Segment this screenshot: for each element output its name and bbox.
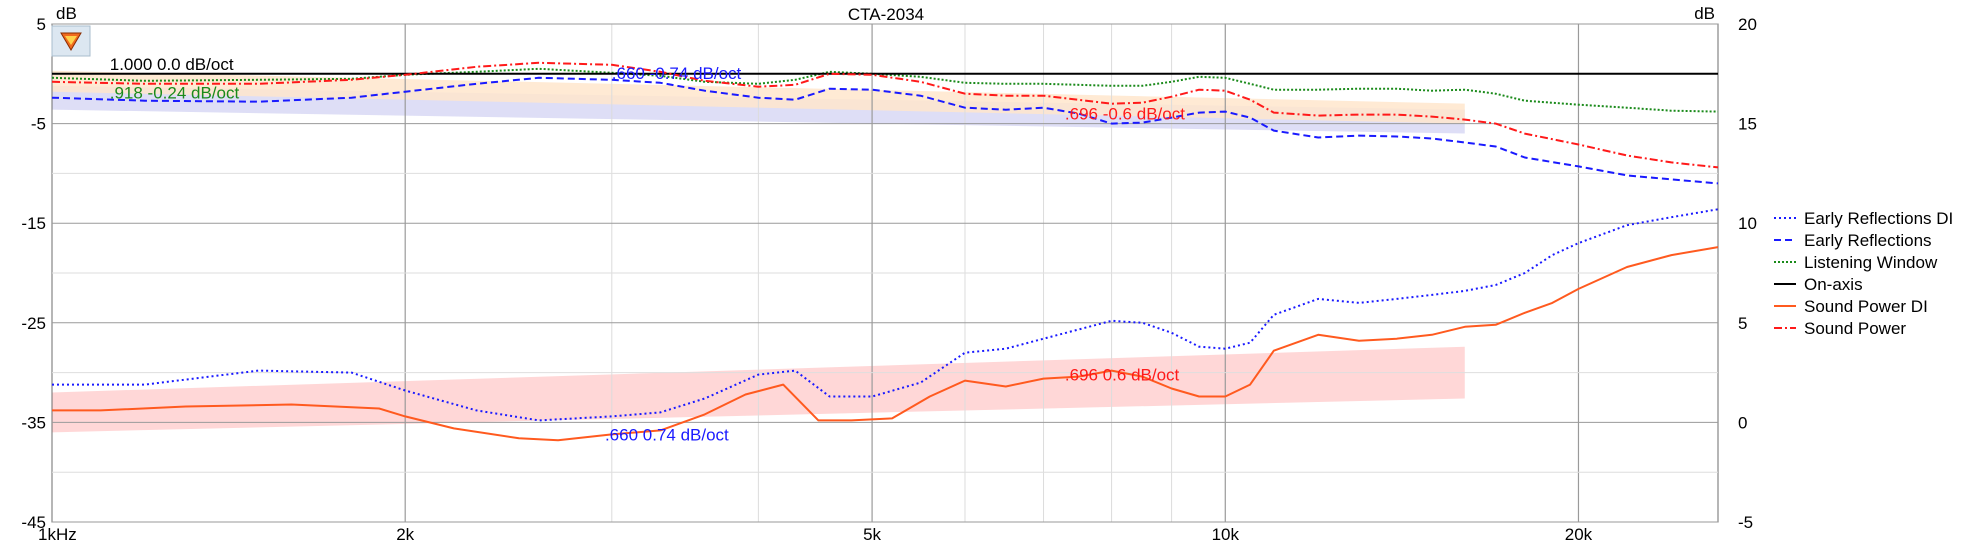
y-left-tick-label: -25 bbox=[21, 314, 46, 333]
y-left-tick-label: -35 bbox=[21, 413, 46, 432]
y-right-unit-label: dB bbox=[1694, 4, 1715, 23]
legend-item-sound-power[interactable]: Sound Power bbox=[1774, 319, 1906, 338]
y-right-tick-label: -5 bbox=[1738, 513, 1753, 532]
axes: 5 -5 -15 -25 -35 -45 20 15 10 5 0 -5 1kHz 2k 5k 10k 20k bbox=[21, 15, 1757, 542]
legend-item-sound-power-di[interactable]: Sound Power DI bbox=[1774, 297, 1928, 316]
legend-item-on-axis[interactable]: On-axis bbox=[1774, 275, 1863, 294]
legend-label: On-axis bbox=[1804, 275, 1863, 294]
slope-annotation: .660 0.74 dB/oct bbox=[605, 425, 729, 444]
legend-label: Early Reflections DI bbox=[1804, 209, 1953, 228]
series-early-reflections bbox=[51, 76, 1719, 185]
grid bbox=[51, 23, 1719, 523]
slope-annotations: 1.000 0.0 dB/oct .918 -0.24 dB/oct .660 -0… bbox=[110, 55, 1185, 445]
legend-item-early-reflections[interactable]: Early Reflections bbox=[1774, 231, 1932, 250]
series-sound-power-di bbox=[52, 246, 1719, 442]
y-right-tick-label: 0 bbox=[1738, 413, 1747, 432]
slope-annotation: .696 -0.6 dB/oct bbox=[1065, 105, 1185, 124]
legend-label: Sound Power bbox=[1804, 319, 1906, 338]
app-logo-icon[interactable] bbox=[51, 25, 91, 57]
series-sound-power bbox=[51, 61, 1719, 169]
legend-label: Sound Power DI bbox=[1804, 297, 1928, 316]
x-tick-label: 2k bbox=[396, 525, 414, 542]
slope-annotation: .696 0.6 dB/oct bbox=[1065, 366, 1180, 385]
slope-annotation: 1.000 0.0 dB/oct bbox=[110, 55, 234, 74]
y-right-tick-label: 20 bbox=[1738, 15, 1757, 34]
series-listening-window bbox=[51, 67, 1719, 113]
series-lines bbox=[51, 61, 1719, 442]
y-right-tick-label: 15 bbox=[1738, 115, 1757, 134]
y-left-unit-label: dB bbox=[56, 4, 77, 23]
legend-label: Early Reflections bbox=[1804, 231, 1932, 250]
y-left-tick-label: 5 bbox=[37, 15, 46, 34]
legend: Early Reflections DI Early Reflections Lis… bbox=[1774, 209, 1953, 338]
series-early-reflections-di bbox=[52, 208, 1719, 422]
x-tick-label: 20k bbox=[1565, 525, 1593, 542]
chart-title: CTA-2034 bbox=[848, 5, 924, 24]
y-left-tick-label: -15 bbox=[21, 214, 46, 233]
y-left-tick-label: -45 bbox=[21, 513, 46, 532]
x-tick-label: 1kHz bbox=[38, 525, 77, 542]
x-tick-label: 10k bbox=[1212, 525, 1240, 542]
legend-item-listening-window[interactable]: Listening Window bbox=[1774, 253, 1938, 272]
legend-item-early-reflections-di[interactable]: Early Reflections DI bbox=[1774, 209, 1953, 228]
y-right-tick-label: 10 bbox=[1738, 214, 1757, 233]
slope-annotation: .660 -0.74 dB/oct bbox=[612, 64, 742, 83]
legend-label: Listening Window bbox=[1804, 253, 1938, 272]
x-tick-label: 5k bbox=[863, 525, 881, 542]
y-right-tick-label: 5 bbox=[1738, 314, 1747, 333]
slope-annotation: .918 -0.24 dB/oct bbox=[110, 84, 240, 103]
y-left-tick-label: -5 bbox=[31, 115, 46, 134]
